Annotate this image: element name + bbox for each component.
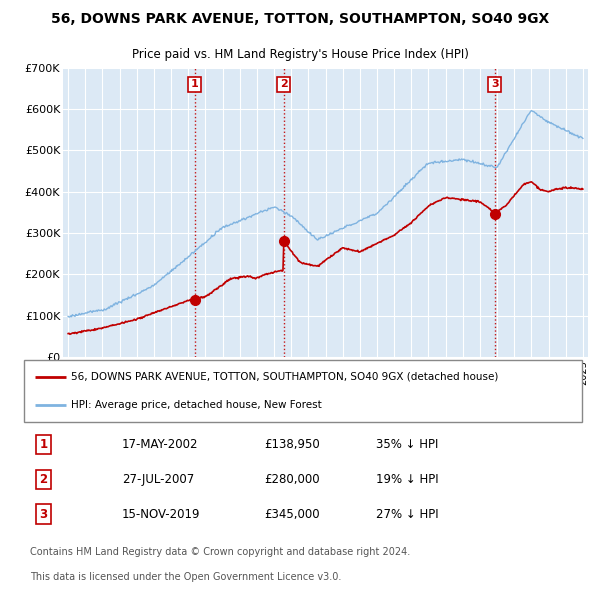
- Text: 27% ↓ HPI: 27% ↓ HPI: [376, 508, 438, 521]
- Text: 19% ↓ HPI: 19% ↓ HPI: [376, 473, 438, 486]
- Text: 27-JUL-2007: 27-JUL-2007: [122, 473, 194, 486]
- Text: 56, DOWNS PARK AVENUE, TOTTON, SOUTHAMPTON, SO40 9GX: 56, DOWNS PARK AVENUE, TOTTON, SOUTHAMPT…: [51, 12, 549, 26]
- Text: This data is licensed under the Open Government Licence v3.0.: This data is licensed under the Open Gov…: [29, 572, 341, 582]
- Text: 1: 1: [191, 80, 199, 89]
- Text: 3: 3: [491, 80, 499, 89]
- Text: 35% ↓ HPI: 35% ↓ HPI: [376, 438, 438, 451]
- Text: 17-MAY-2002: 17-MAY-2002: [122, 438, 198, 451]
- Text: 15-NOV-2019: 15-NOV-2019: [122, 508, 200, 521]
- Text: 56, DOWNS PARK AVENUE, TOTTON, SOUTHAMPTON, SO40 9GX (detached house): 56, DOWNS PARK AVENUE, TOTTON, SOUTHAMPT…: [71, 372, 499, 382]
- Text: HPI: Average price, detached house, New Forest: HPI: Average price, detached house, New …: [71, 400, 322, 410]
- Text: 2: 2: [280, 80, 287, 89]
- Text: £280,000: £280,000: [264, 473, 320, 486]
- Text: 1: 1: [40, 438, 47, 451]
- Text: £345,000: £345,000: [264, 508, 320, 521]
- Text: Contains HM Land Registry data © Crown copyright and database right 2024.: Contains HM Land Registry data © Crown c…: [29, 547, 410, 557]
- Text: 3: 3: [40, 508, 47, 521]
- FancyBboxPatch shape: [24, 360, 582, 422]
- Text: Price paid vs. HM Land Registry's House Price Index (HPI): Price paid vs. HM Land Registry's House …: [131, 48, 469, 61]
- Text: 2: 2: [40, 473, 47, 486]
- Text: £138,950: £138,950: [264, 438, 320, 451]
